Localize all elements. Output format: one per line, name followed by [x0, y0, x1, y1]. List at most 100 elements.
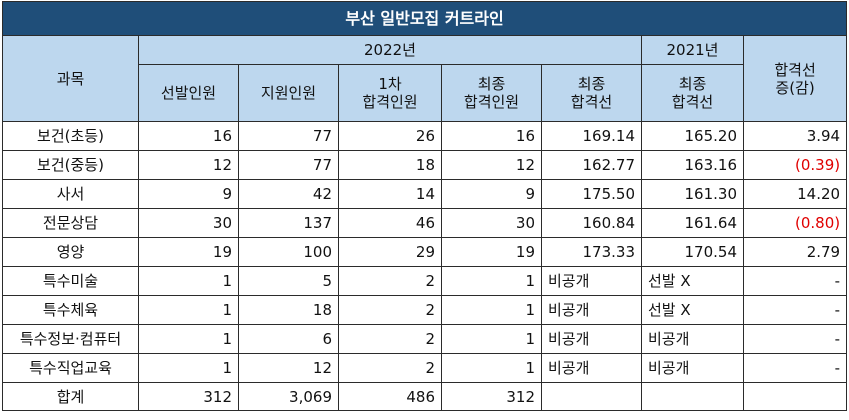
- cell-cut-2022: 비공개: [541, 353, 642, 383]
- header-first-line1: 1차: [378, 75, 402, 93]
- cell-cut-2021: 165.20: [641, 121, 744, 151]
- cell-selected: 1: [138, 324, 239, 354]
- cell-subject: 보건(중등): [2, 150, 139, 180]
- cell-cut-2022: 비공개: [541, 324, 642, 354]
- header-change-line2: 증(감): [775, 78, 815, 97]
- cell-cut-2022: 160.84: [541, 208, 642, 238]
- cell-applicants: 6: [238, 324, 339, 354]
- cell-cut-2021: 161.64: [641, 208, 744, 238]
- total-final: 312: [441, 382, 542, 411]
- cell-final-pass: 9: [441, 179, 542, 209]
- cell-first-pass: 29: [338, 237, 442, 267]
- header-change-line1: 합격선: [774, 60, 816, 79]
- header-cut-2022: 최종 합격선: [541, 64, 642, 122]
- cell-first-pass: 14: [338, 179, 442, 209]
- header-year-2021: 2021년: [641, 35, 744, 65]
- cell-change: (0.80): [742, 208, 848, 238]
- table-row: 특수미술 1 5 2 1 비공개 선발 X-: [2, 266, 848, 296]
- total-selected: 312: [138, 382, 239, 411]
- total-cut-2021: [641, 382, 744, 411]
- header-final-pass: 최종 합격인원: [441, 64, 542, 122]
- table-row: 특수정보·컴퓨터 1 6 2 1 비공개 비공개 -: [2, 324, 848, 354]
- cell-final-pass: 1: [441, 353, 542, 383]
- cell-final-pass: 30: [441, 208, 542, 238]
- cell-change: -: [742, 353, 848, 383]
- header-first-pass: 1차 합격인원: [338, 64, 442, 122]
- cell-first-pass: 2: [338, 295, 442, 325]
- cell-final-pass: 1: [441, 295, 542, 325]
- cell-cut-2022: 173.33: [541, 237, 642, 267]
- cell-change: -: [742, 266, 848, 296]
- cell-final-pass: 16: [441, 121, 542, 151]
- header-year-2022: 2022년: [138, 35, 642, 65]
- cell-selected: 12: [138, 150, 239, 180]
- header-row-columns: 선발인원 지원인원 1차 합격인원 최종 합격인원 최종 합격선 최종 합격선: [3, 64, 847, 122]
- header-cut21-line1: 최종: [678, 75, 707, 93]
- cell-cut-2021: 선발 X: [641, 266, 744, 296]
- cell-first-pass: 26: [338, 121, 442, 151]
- cell-cut-2021: 161.30: [641, 179, 744, 209]
- header-cut-2021: 최종 합격선: [641, 64, 744, 122]
- cell-final-pass: 1: [441, 324, 542, 354]
- table-row: 보건(중등) 12 77 18 12 162.77 163.16 (0.39): [2, 150, 848, 180]
- total-label: 합계: [2, 382, 139, 411]
- cell-applicants: 18: [238, 295, 339, 325]
- cell-change: 2.79: [742, 237, 848, 267]
- cell-change: 3.94: [742, 121, 848, 151]
- total-cut-2022: [541, 382, 642, 411]
- header-cut21-line2: 합격선: [671, 93, 714, 111]
- total-change: [742, 382, 848, 411]
- header-selected: 선발인원: [138, 64, 239, 122]
- cell-subject: 보건(초등): [2, 121, 139, 151]
- cell-selected: 1: [138, 353, 239, 383]
- cell-subject: 특수정보·컴퓨터: [2, 324, 139, 354]
- cell-first-pass: 2: [338, 353, 442, 383]
- table-row: 특수체육 1 18 2 1 비공개 선발 X-: [2, 295, 848, 325]
- cell-selected: 19: [138, 237, 239, 267]
- cell-cut-2022: 175.50: [541, 179, 642, 209]
- cell-final-pass: 12: [441, 150, 542, 180]
- title-row: 부산 일반모집 커트라인: [1, 1, 848, 36]
- cell-cut-2021: 선발 X: [641, 295, 744, 325]
- cell-change: (0.39): [742, 150, 848, 180]
- header-cut-line1: 최종: [577, 75, 606, 93]
- header-subject: 과목: [2, 35, 139, 122]
- cell-applicants: 77: [238, 121, 339, 151]
- table-row: 특수직업교육 1 12 2 1 비공개 비공개 -: [2, 353, 848, 383]
- header-cut-line2: 합격선: [570, 93, 613, 111]
- table-row: 전문상담 30 137 46 30 160.84 161.64 (0.80): [2, 208, 848, 238]
- total-first: 486: [338, 382, 442, 411]
- cell-subject: 특수직업교육: [2, 353, 139, 383]
- cell-cut-2021: 비공개: [641, 324, 744, 354]
- table-body: 보건(초등) 16 77 26 16 169.14 165.20 3.94 보건(중등) 12 77…: [2, 121, 848, 383]
- cell-change: 14.20: [742, 179, 848, 209]
- cell-subject: 특수미술: [2, 266, 139, 296]
- cell-selected: 30: [138, 208, 239, 238]
- header-final-line1: 최종: [477, 75, 506, 93]
- cell-first-pass: 18: [338, 150, 442, 180]
- cell-applicants: 77: [238, 150, 339, 180]
- cell-cut-2022: 비공개: [541, 266, 642, 296]
- total-applicants: 3,069: [238, 382, 339, 411]
- cell-selected: 9: [138, 179, 239, 209]
- cell-cut-2021: 163.16: [641, 150, 744, 180]
- cell-applicants: 100: [238, 237, 339, 267]
- header-row-years: 과목 2022년 2021년 합격선 증(감): [2, 35, 848, 122]
- cell-selected: 1: [138, 266, 239, 296]
- cell-first-pass: 2: [338, 324, 442, 354]
- cell-applicants: 137: [238, 208, 339, 238]
- header-first-line2: 합격인원: [362, 93, 418, 111]
- cell-subject: 특수체육: [2, 295, 139, 325]
- cell-applicants: 42: [238, 179, 339, 209]
- cell-subject: 전문상담: [2, 208, 139, 238]
- total-row: 합계 312 3,069 486 312: [2, 382, 848, 411]
- cell-cut-2022: 비공개: [541, 295, 642, 325]
- cell-subject: 영양: [2, 237, 139, 267]
- cell-change: -: [742, 324, 848, 354]
- cell-first-pass: 46: [338, 208, 442, 238]
- cell-cut-2022: 169.14: [541, 121, 642, 151]
- cell-subject: 사서: [2, 179, 139, 209]
- cell-cut-2021: 비공개: [641, 353, 744, 383]
- cell-cut-2021: 170.54: [641, 237, 744, 267]
- cell-final-pass: 1: [441, 266, 542, 296]
